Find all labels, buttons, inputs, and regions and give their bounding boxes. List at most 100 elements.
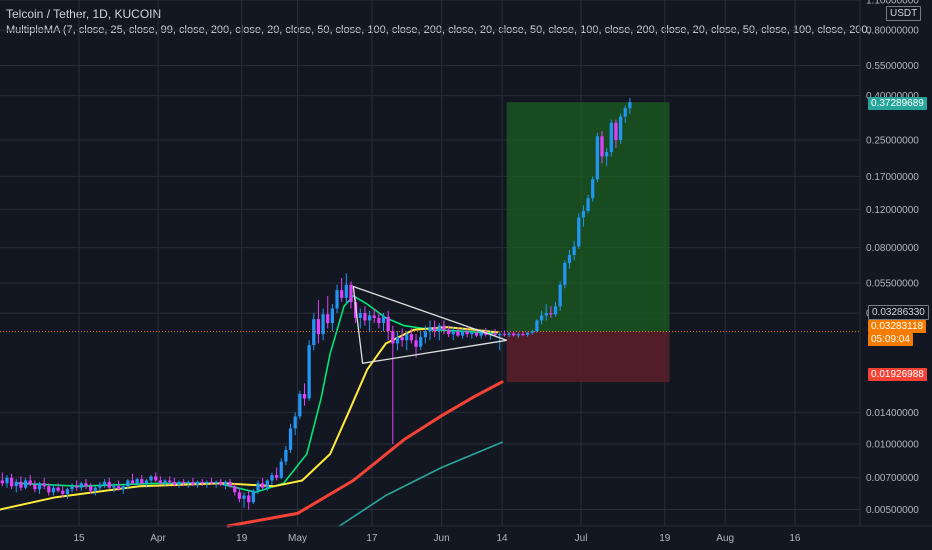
candle-body	[116, 486, 121, 490]
grid-lines	[0, 0, 860, 526]
candle-body	[479, 331, 483, 336]
triangle-drawing[interactable]	[352, 285, 507, 365]
candle-body	[28, 480, 32, 485]
candle-body	[42, 483, 46, 487]
date-tick-label: 16	[789, 533, 801, 544]
candle-body	[144, 480, 149, 484]
date-tick-label: Jul	[575, 533, 588, 544]
candle-body	[321, 314, 325, 335]
candle-body	[214, 481, 218, 484]
candle-body	[358, 313, 362, 318]
date-tick-label: 17	[366, 533, 378, 544]
candle-body	[223, 481, 228, 485]
candle-countdown: 05:09:04	[868, 333, 913, 346]
candle-body	[414, 340, 418, 347]
candle-body	[70, 486, 74, 490]
candle-body	[121, 486, 125, 490]
candle-body	[409, 334, 414, 341]
candle-body	[563, 262, 567, 285]
candle-body	[163, 480, 167, 484]
candle-body	[298, 393, 302, 417]
candle-body	[47, 486, 51, 493]
candle-body	[126, 480, 130, 487]
price-tick-label: 0.05500000	[866, 279, 919, 290]
entry-price-tag: 0.03286330	[868, 305, 929, 320]
candle-body	[539, 315, 544, 321]
candle-body	[507, 333, 511, 335]
candle-body	[149, 476, 153, 481]
candle-body	[591, 179, 595, 199]
moving-averages	[0, 295, 504, 528]
date-tick-label: 14	[496, 533, 508, 544]
candle-body	[61, 490, 65, 494]
price-tick-label: 0.01000000	[866, 440, 919, 451]
candle-body	[605, 152, 609, 157]
price-axis[interactable]: 1.10000000 0.80000000 0.55000000 0.40000000…	[866, 0, 919, 516]
candle-body	[168, 480, 172, 482]
candle-body	[75, 486, 79, 488]
stop-price-tag: 0.01926988	[868, 368, 927, 381]
candle-body	[312, 319, 316, 346]
candle-body	[261, 483, 265, 488]
date-tick-label: Jun	[434, 533, 450, 544]
candle-body	[442, 325, 446, 330]
candle-body	[93, 487, 97, 491]
candle-body	[140, 479, 144, 484]
candle-body	[237, 492, 242, 499]
candle-body	[112, 486, 116, 488]
candle-body	[256, 483, 260, 491]
candle-body	[525, 332, 530, 335]
candle-body	[502, 334, 507, 336]
candle-body	[521, 334, 525, 336]
candle-body	[377, 317, 381, 324]
candle-body	[395, 337, 400, 344]
candle-body	[158, 480, 163, 484]
candle-body	[19, 481, 23, 488]
candle-body	[609, 122, 613, 153]
date-tick-label: May	[288, 533, 307, 544]
candle-body	[107, 481, 111, 488]
candle-body	[307, 345, 311, 399]
price-tick-label: 0.55000000	[866, 61, 919, 72]
currency-badge[interactable]: USDT	[886, 6, 922, 21]
candle-body	[265, 480, 269, 488]
ma-line-fast	[17, 295, 494, 494]
ma-line-mid	[0, 326, 499, 511]
candle-body	[288, 428, 293, 450]
time-axis[interactable]: 15 Apr 19 May 17 Jun 14 Jul 19 Aug 16	[73, 533, 800, 544]
candle-body	[433, 327, 437, 332]
candle-body	[530, 331, 534, 333]
candle-body	[181, 481, 186, 484]
candles	[0, 97, 632, 510]
candle-body	[284, 449, 288, 462]
candle-body	[623, 108, 627, 117]
price-tick-label: 0.01400000	[866, 408, 919, 419]
candle-body	[567, 254, 572, 263]
symbol-title[interactable]: Telcoin / Tether, 1D, KUCOIN	[6, 7, 162, 21]
date-tick-label: 19	[236, 533, 248, 544]
candle-body	[172, 481, 176, 485]
candle-body	[270, 475, 274, 481]
candle-body	[51, 487, 56, 493]
candle-body	[186, 481, 190, 484]
candle-body	[274, 475, 279, 478]
candle-body	[600, 136, 604, 157]
price-tick-label: 0.40000000	[866, 91, 919, 102]
candle-body	[428, 327, 432, 332]
candle-body	[465, 331, 469, 335]
candle-body	[460, 331, 465, 336]
candle-body	[581, 210, 586, 218]
date-tick-label: Aug	[716, 533, 734, 544]
candle-body	[451, 331, 455, 335]
ma-line-long	[338, 441, 503, 527]
ma-line-slow	[226, 380, 504, 528]
candle-body	[512, 333, 516, 336]
candle-body	[535, 320, 539, 332]
candle-body	[335, 290, 339, 309]
candle-body	[456, 331, 460, 336]
price-tick-label: 0.08000000	[866, 243, 919, 254]
candle-body	[233, 486, 237, 493]
candle-body	[470, 332, 474, 335]
candle-body	[340, 290, 344, 298]
